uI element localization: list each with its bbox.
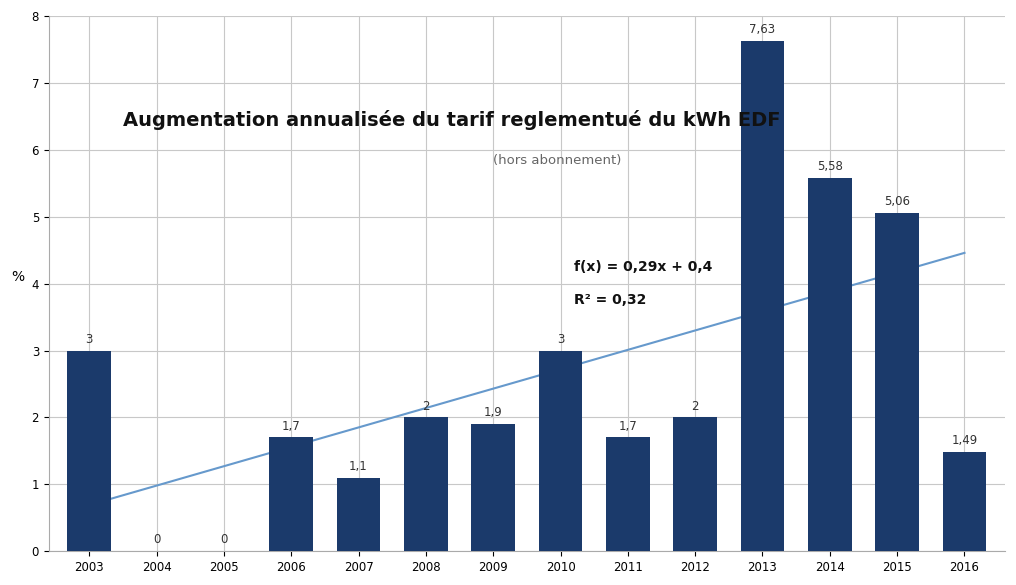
Bar [875, 213, 919, 551]
Bar [404, 418, 448, 551]
Text: 3: 3 [557, 333, 564, 346]
Text: 2: 2 [422, 400, 430, 413]
Text: 1,1: 1,1 [350, 460, 368, 473]
Text: (hors abonnement): (hors abonnement) [493, 154, 622, 167]
Text: 3: 3 [85, 333, 92, 346]
Text: 2: 2 [692, 400, 699, 413]
Text: 5,06: 5,06 [884, 195, 910, 208]
Bar [269, 438, 313, 551]
Y-axis label: %: % [11, 270, 24, 284]
Bar [471, 424, 515, 551]
Text: 1,9: 1,9 [484, 407, 503, 419]
Text: 1,49: 1,49 [951, 434, 977, 447]
Bar [606, 438, 649, 551]
Bar [808, 178, 851, 551]
Bar [67, 350, 111, 551]
Text: Augmentation annualisée du tarif reglementué du kWh EDF: Augmentation annualisée du tarif regleme… [123, 110, 780, 130]
Text: 1,7: 1,7 [619, 420, 637, 433]
Bar [741, 41, 784, 551]
Text: 7,63: 7,63 [750, 23, 775, 36]
Bar [674, 418, 717, 551]
Text: f(x) = 0,29x + 0,4: f(x) = 0,29x + 0,4 [574, 260, 712, 274]
Text: 5,58: 5,58 [817, 160, 842, 173]
Text: R² = 0,32: R² = 0,32 [574, 293, 646, 307]
Text: 1,7: 1,7 [281, 420, 301, 433]
Bar [336, 477, 380, 551]
Bar [943, 452, 987, 551]
Text: 0: 0 [220, 534, 228, 546]
Text: 0: 0 [152, 534, 161, 546]
Bar [538, 350, 582, 551]
